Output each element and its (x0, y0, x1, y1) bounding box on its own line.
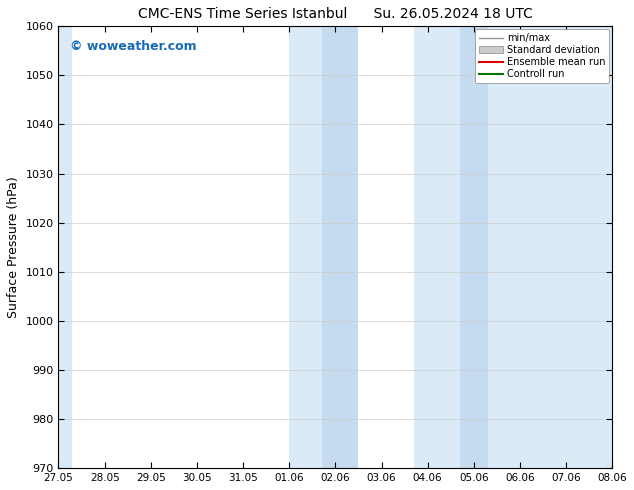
Title: CMC-ENS Time Series Istanbul      Su. 26.05.2024 18 UTC: CMC-ENS Time Series Istanbul Su. 26.05.2… (138, 7, 533, 21)
Text: © woweather.com: © woweather.com (70, 40, 196, 52)
Y-axis label: Surface Pressure (hPa): Surface Pressure (hPa) (7, 176, 20, 318)
Bar (44, 26, 72, 468)
Bar (321, 26, 358, 468)
Bar (289, 26, 358, 468)
Bar (414, 26, 626, 468)
Legend: min/max, Standard deviation, Ensemble mean run, Controll run: min/max, Standard deviation, Ensemble me… (475, 29, 609, 83)
Bar (460, 26, 488, 468)
